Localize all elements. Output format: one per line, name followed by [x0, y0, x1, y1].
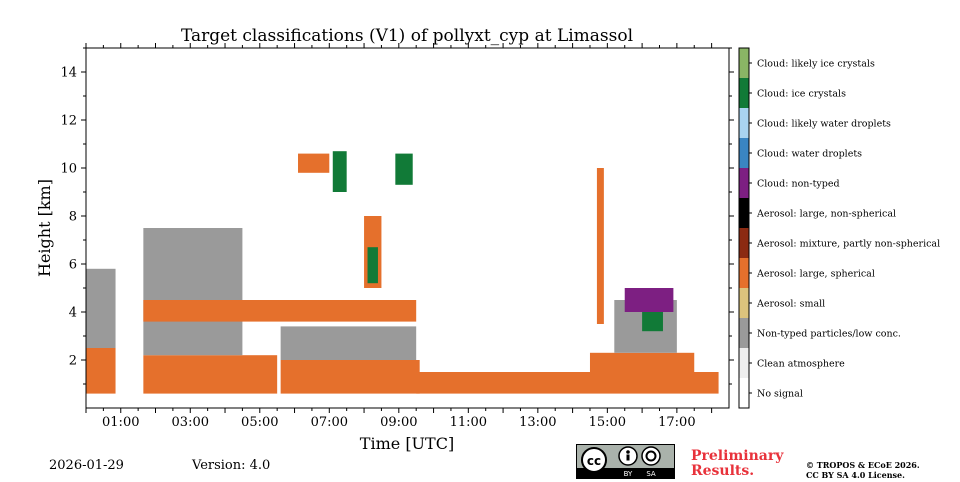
y-axis-label: Height [km] — [35, 179, 54, 277]
legend-label: Cloud: likely ice crystals — [757, 59, 875, 70]
legend-swatch — [739, 48, 749, 78]
x-tick-label: 11:00 — [450, 415, 487, 430]
legend-label: Cloud: water droplets — [757, 149, 862, 160]
date-label: 2026-01-29 — [49, 458, 124, 473]
x-axis-ticks: 01:00 03:00 05:00 07:00 09:00 11:00 13:00 15:00… — [85, 43, 713, 430]
legend-swatch — [739, 258, 749, 288]
legend-swatch — [739, 288, 749, 318]
class-legend: No signal Clean atmosphere Non-typed parti… — [738, 47, 940, 409]
y-tick-label: 14 — [60, 66, 77, 81]
cc-license-badge: cc BY SA — [576, 444, 675, 479]
class-region — [143, 355, 278, 394]
class-region — [280, 326, 417, 360]
svg-text:SA: SA — [646, 470, 656, 478]
legend-frame — [738, 47, 750, 409]
class-region — [596, 168, 604, 324]
svg-text:BY: BY — [624, 470, 633, 478]
copyright-line-2: CC BY SA 4.0 License. — [806, 470, 905, 480]
legend-swatch — [739, 78, 749, 108]
class-region — [624, 288, 674, 312]
class-region — [280, 360, 420, 394]
legend-label: Aerosol: mixture, partly non-spherical — [756, 239, 940, 250]
legend-swatch — [739, 318, 749, 348]
y-tick-label: 8 — [69, 210, 77, 225]
class-region — [395, 153, 413, 185]
x-tick-label: 05:00 — [241, 415, 278, 430]
legend-swatch — [739, 348, 749, 378]
y-tick-label: 2 — [69, 354, 77, 369]
class-region — [86, 348, 116, 394]
version-label: Version: 4.0 — [192, 458, 271, 473]
x-tick-label: 13:00 — [519, 415, 556, 430]
x-tick-label: 03:00 — [172, 415, 209, 430]
class-region — [589, 352, 695, 384]
legend-label: Cloud: likely water droplets — [757, 119, 891, 130]
legend-label: Non-typed particles/low conc. — [757, 329, 901, 340]
copyright-line-1: © TROPOS & ECoE 2026. — [806, 460, 920, 470]
class-region — [143, 228, 243, 356]
class-region — [143, 300, 417, 322]
sa-icon — [641, 446, 661, 466]
legend-swatch — [739, 108, 749, 138]
legend-label: Aerosol: small — [756, 299, 825, 310]
y-tick-label: 4 — [69, 306, 77, 321]
class-region — [86, 268, 116, 348]
x-tick-label: 01:00 — [102, 415, 139, 430]
classification-regions — [86, 151, 719, 394]
legend-label: Clean atmosphere — [757, 359, 845, 370]
legend-label: Cloud: non-typed — [757, 179, 840, 190]
x-tick-label: 15:00 — [589, 415, 626, 430]
plot-frame — [85, 47, 730, 409]
legend-swatch — [739, 378, 749, 408]
class-region — [332, 151, 347, 192]
legend-label: Aerosol: large, spherical — [756, 269, 875, 280]
legend-label: No signal — [757, 389, 803, 400]
legend-swatch — [739, 198, 749, 228]
x-tick-label: 09:00 — [380, 415, 417, 430]
y-tick-label: 10 — [60, 162, 77, 177]
x-tick-label: 17:00 — [658, 415, 695, 430]
chart-title: Target classifications (V1) of pollyxt_c… — [181, 26, 633, 46]
cc-license-icon: cc BY SA — [577, 446, 674, 478]
x-axis-label: Time [UTC] — [360, 434, 454, 453]
legend-label: Cloud: ice crystals — [757, 89, 846, 100]
legend-label: Aerosol: large, non-spherical — [756, 209, 896, 220]
x-tick-label: 07:00 — [311, 415, 348, 430]
svg-text:cc: cc — [587, 454, 601, 468]
preliminary-results-label: Preliminary Results. — [691, 448, 784, 479]
y-tick-label: 6 — [69, 258, 77, 273]
copyright-notice: © TROPOS & ECoE 2026. CC BY SA 4.0 Licen… — [806, 460, 920, 480]
y-tick-label: 12 — [60, 114, 77, 129]
legend-swatch — [739, 228, 749, 258]
legend-swatch — [739, 168, 749, 198]
class-region — [298, 153, 330, 173]
class-region — [367, 247, 378, 284]
legend-swatch — [739, 138, 749, 168]
y-axis-ticks: 2 4 6 8 10 12 14 — [60, 47, 734, 385]
